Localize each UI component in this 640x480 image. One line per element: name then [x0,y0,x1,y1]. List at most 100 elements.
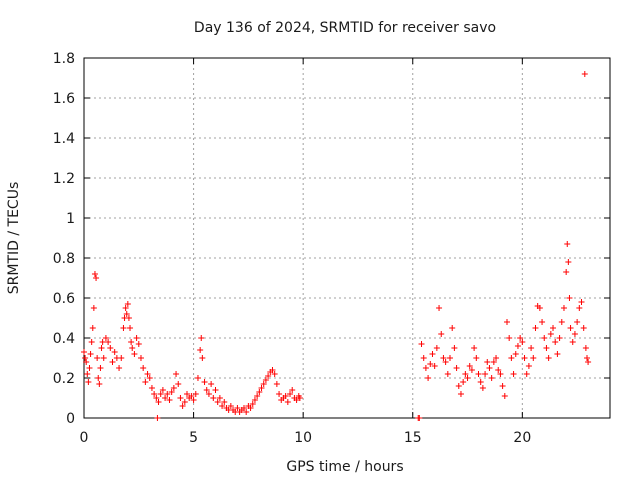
data-point [205,391,212,397]
data-point [89,325,96,331]
data-point [490,359,497,365]
data-point [81,349,87,355]
data-point [420,355,427,361]
data-point [442,359,449,365]
data-point [203,387,210,393]
data-point [243,409,250,415]
data-point [503,319,510,325]
data-point [251,397,258,403]
data-point [581,71,588,77]
data-point [184,391,191,397]
data-point [552,339,559,345]
data-point [475,371,482,377]
data-point [444,371,451,377]
data-point [293,397,300,403]
data-point [199,355,206,361]
data-point [86,365,93,371]
data-point [144,371,151,377]
data-point [265,373,272,379]
plot-frame [83,57,611,419]
data-point [122,305,129,311]
data-point [497,371,504,377]
data-point [449,325,456,331]
data-point [269,367,276,373]
data-point [84,371,91,377]
data-point [528,345,535,351]
x-tick-label: 10 [294,430,312,446]
data-point [422,365,429,371]
data-point [582,345,589,351]
data-point [127,325,134,331]
data-point [260,381,267,387]
data-point [105,339,112,345]
data-point [574,319,581,325]
data-point [129,345,136,351]
data-point [214,399,221,405]
data-point [190,397,197,403]
data-point [94,355,101,361]
data-point [514,343,521,349]
data-point [216,395,223,401]
data-point [234,405,241,411]
data-point [484,359,491,365]
data-point [131,351,138,357]
data-point [212,387,219,393]
data-point [519,339,526,345]
y-tick-label: 0.6 [53,291,75,307]
data-point [123,311,130,317]
data-point [479,385,486,391]
data-point [457,391,464,397]
data-point [271,371,278,377]
data-point [256,389,263,395]
data-point [418,341,425,347]
data-point [162,395,169,401]
data-point [566,295,573,301]
x-tick-label: 15 [404,430,422,446]
data-point [440,355,447,361]
data-point [536,305,543,311]
data-point [287,391,294,397]
data-point [541,335,548,341]
y-tick-label: 0.4 [53,331,75,347]
x-axis-label: GPS time / hours [286,459,403,475]
data-point [433,345,440,351]
axis-ticks [83,57,610,419]
data-point [558,319,565,325]
data-points [81,71,592,421]
data-point [436,305,443,311]
data-point [567,325,574,331]
data-point [523,371,530,377]
data-point [580,325,587,331]
data-point [425,375,432,381]
data-point [455,383,462,389]
y-tick-label: 0.2 [53,371,75,387]
data-point [512,351,519,357]
data-point [429,351,436,357]
data-point [91,271,98,277]
data-point [170,385,177,391]
data-point [90,305,97,311]
data-point [556,335,563,341]
data-point [153,395,160,401]
data-point [227,403,234,409]
data-point [525,363,532,369]
data-point [501,393,508,399]
data-point [284,399,291,405]
data-point [179,403,186,409]
data-point [486,365,493,371]
data-point [473,355,480,361]
data-point [82,355,89,361]
x-tick-label: 5 [189,430,198,446]
data-point [585,359,592,365]
data-point [111,349,118,355]
x-tick-label: 0 [80,430,89,446]
data-point [166,397,173,403]
data-point [576,305,583,311]
data-point [175,381,182,387]
y-tick-labels: 0 0.2 0.4 0.6 0.8 1 1.2 1.4 1.6 1.8 [53,51,75,427]
data-point [499,383,506,389]
data-point [521,355,528,361]
data-point [148,385,155,391]
data-point [569,339,576,345]
